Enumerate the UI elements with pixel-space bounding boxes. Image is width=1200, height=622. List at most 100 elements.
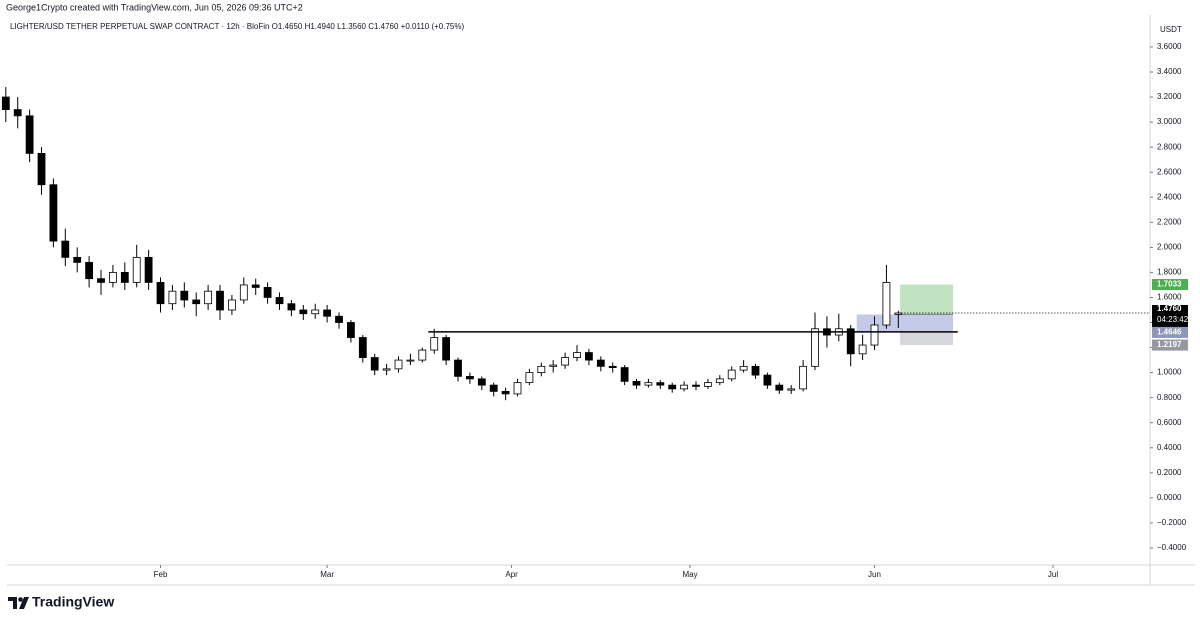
candle (192, 292, 201, 317)
candle (49, 178, 58, 248)
candle-body (513, 382, 522, 395)
candle (525, 368, 534, 386)
candle-body (109, 272, 117, 283)
candle (275, 292, 284, 310)
candle-body (311, 309, 320, 315)
candle (97, 269, 105, 295)
candle-body (204, 290, 213, 305)
candle (311, 303, 320, 319)
candle-body (549, 364, 558, 367)
candle (787, 385, 796, 394)
y-tick-label: 3.0000 (1157, 117, 1182, 126)
candle (596, 356, 605, 372)
candle (228, 294, 236, 315)
candle-body (442, 337, 451, 361)
candle-body (727, 369, 736, 380)
y-tick-label: 0.8000 (1157, 393, 1182, 402)
candle (180, 282, 189, 308)
candle-body (882, 282, 891, 326)
candle (811, 312, 819, 371)
y-tick-label: 2.8000 (1157, 142, 1182, 151)
candle (608, 362, 617, 373)
y-tick-label: 2.6000 (1157, 167, 1182, 176)
candle-body (751, 365, 760, 376)
candle-body (787, 388, 796, 391)
candle-body (525, 372, 534, 384)
y-tick-label: 3.4000 (1157, 67, 1182, 76)
candle (454, 357, 462, 382)
candle-body (61, 240, 70, 258)
candle-body (25, 115, 34, 154)
last-price-label: 1.4760 (1157, 304, 1182, 313)
credit: George1Crypto created with TradingView.c… (6, 2, 303, 12)
candle (680, 381, 689, 392)
y-tick-label: 1.8000 (1157, 268, 1182, 277)
candle-body (644, 382, 653, 386)
candle (644, 378, 653, 388)
candle-body (144, 256, 153, 283)
candle-body (775, 384, 784, 391)
candle-body (418, 349, 427, 361)
candle (132, 244, 141, 288)
candle (692, 381, 700, 391)
candle-body (97, 278, 105, 283)
candle-body (561, 357, 570, 366)
candle-body (37, 153, 46, 186)
y-tick-label: 0.6000 (1157, 418, 1182, 427)
candle-body (132, 256, 141, 283)
candle (263, 282, 272, 304)
logo-dot (18, 597, 23, 602)
candle-body (335, 315, 343, 323)
candle-body (608, 365, 617, 368)
candle (882, 264, 891, 329)
candle-body (323, 309, 332, 317)
candle (870, 316, 879, 351)
candle (763, 372, 772, 389)
candle-body (73, 256, 82, 263)
candle-body (632, 380, 641, 386)
target-label: 1.7033 (1157, 280, 1182, 289)
candle (513, 378, 522, 397)
symbol-line: LIGHTER/USD TETHER PERPETUAL SWAP CONTRA… (10, 22, 464, 31)
stop-label: 1.2197 (1157, 340, 1182, 349)
candle-body (299, 309, 308, 315)
candle-body (489, 384, 498, 392)
candle-body (799, 365, 808, 390)
candle-body (704, 382, 712, 387)
candle-body (739, 365, 748, 371)
y-tick-label: 3.2000 (1157, 92, 1182, 101)
entry-label: 1.4646 (1157, 328, 1182, 337)
candle (144, 249, 153, 290)
entry-label-bg (1152, 326, 1188, 338)
candle (323, 304, 332, 323)
candle-body (228, 299, 236, 311)
candle (561, 352, 570, 369)
logo-text: TradingView (32, 594, 114, 610)
candle (239, 277, 248, 304)
candle (656, 380, 665, 389)
x-tick-label: May (683, 570, 698, 579)
candle (704, 378, 712, 389)
candle-body (596, 359, 605, 367)
candle-body (394, 359, 403, 370)
candle-body (275, 297, 284, 305)
x-tick-label: Apr (505, 570, 518, 579)
candle (120, 262, 129, 290)
x-tick-label: Jun (868, 570, 881, 579)
candle-body (585, 352, 593, 361)
y-tick-label: 0.0000 (1157, 493, 1182, 502)
candle-body (846, 328, 855, 355)
candle (1, 87, 10, 123)
candle-body (430, 337, 439, 351)
candle-body (811, 328, 819, 367)
candle-body (501, 390, 510, 395)
candle (585, 348, 593, 366)
candle-body (168, 290, 177, 305)
candle (335, 312, 343, 329)
candle (85, 256, 94, 288)
candle-body (382, 368, 391, 371)
candle (620, 365, 629, 386)
candle (394, 356, 403, 373)
